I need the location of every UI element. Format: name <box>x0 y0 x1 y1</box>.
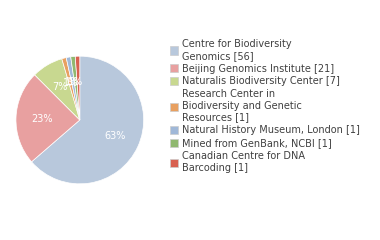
Wedge shape <box>66 57 80 120</box>
Text: 1%: 1% <box>63 78 78 88</box>
Wedge shape <box>35 59 80 120</box>
Text: 63%: 63% <box>104 131 125 141</box>
Wedge shape <box>75 56 80 120</box>
Wedge shape <box>16 75 80 162</box>
Wedge shape <box>32 56 144 184</box>
Wedge shape <box>71 56 80 120</box>
Text: 1%: 1% <box>65 77 81 87</box>
Text: 7%: 7% <box>52 82 68 92</box>
Text: 23%: 23% <box>31 114 52 124</box>
Wedge shape <box>62 58 80 120</box>
Legend: Centre for Biodiversity
Genomics [56], Beijing Genomics Institute [21], Naturali: Centre for Biodiversity Genomics [56], B… <box>168 37 362 175</box>
Text: 1%: 1% <box>68 77 83 87</box>
